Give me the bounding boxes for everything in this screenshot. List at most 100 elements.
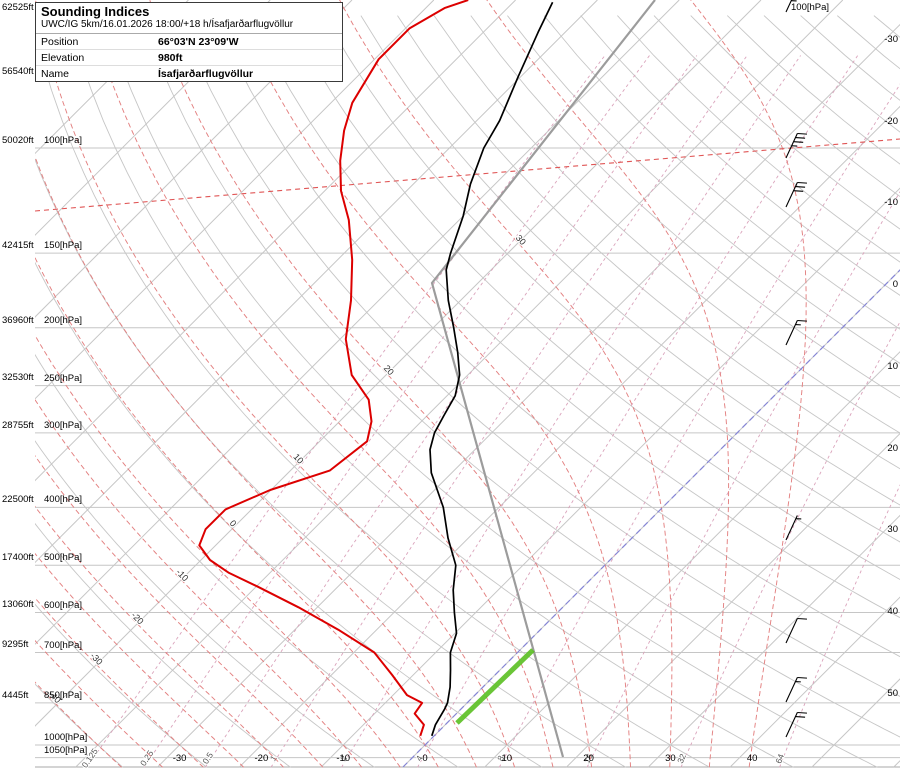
info-row: Name Ísafjarðarflugvöllur bbox=[36, 66, 342, 81]
moist-adiabat-line bbox=[35, 552, 245, 768]
isotherm-line bbox=[648, 514, 900, 768]
wind-barb-staff bbox=[785, 712, 798, 738]
mixing-ratio-label: 8 bbox=[495, 754, 506, 763]
moist-adiabat-line bbox=[149, 0, 593, 768]
isotherm-line bbox=[239, 105, 900, 768]
wind-barb-full bbox=[797, 181, 808, 184]
wind-barb-full bbox=[797, 617, 808, 620]
mixing-ratio-line bbox=[270, 55, 748, 768]
moist-adiabat-label: 20 bbox=[382, 363, 396, 377]
dry-adiabat-line bbox=[35, 440, 375, 768]
temperature-curve bbox=[429, 1, 554, 737]
moist-adiabat-label: 0 bbox=[228, 518, 239, 529]
isotherm-line bbox=[35, 0, 680, 645]
wind-barb-full bbox=[797, 676, 808, 679]
isotherm-line bbox=[35, 0, 762, 727]
wind-barb bbox=[785, 319, 808, 346]
moist-adiabat-line bbox=[85, 0, 554, 768]
moist-adiabat-line bbox=[35, 334, 401, 768]
mixing-ratio-line bbox=[498, 83, 900, 768]
isotherm-line bbox=[35, 0, 598, 564]
wind-barb bbox=[785, 181, 808, 208]
wind-barb-full bbox=[795, 716, 806, 718]
moist-adiabat-line bbox=[35, 256, 439, 768]
mixing-ratio-label: 1 bbox=[268, 753, 279, 763]
moist-adiabat-line bbox=[35, 639, 164, 768]
mixing-ratio-line bbox=[586, 191, 900, 768]
dry-adiabat-line bbox=[763, 15, 900, 133]
wind-barb bbox=[785, 0, 797, 13]
moist-adiabat-line bbox=[35, 398, 363, 768]
dry-adiabat-line bbox=[800, 15, 900, 101]
info-row-value: Ísafjarðarflugvöllur bbox=[158, 67, 254, 80]
dry-adiabat-line bbox=[213, 15, 900, 658]
isotherm-line bbox=[893, 760, 900, 768]
info-title: Sounding Indices bbox=[41, 4, 150, 19]
dry-adiabat-line bbox=[177, 15, 900, 697]
isotherm-line bbox=[35, 0, 516, 482]
info-row-label: Position bbox=[41, 35, 79, 48]
zero-isotherm-line bbox=[402, 269, 900, 768]
mixing-ratio-label: 16 bbox=[582, 752, 595, 765]
dry-adiabat-line bbox=[67, 15, 794, 768]
wind-barb bbox=[785, 132, 808, 159]
isotherm-line bbox=[484, 351, 900, 768]
wind-barb bbox=[785, 711, 808, 738]
mixing-ratio-label: 64 bbox=[773, 752, 786, 765]
moist-adiabat-line bbox=[35, 681, 123, 768]
dry-adiabat-line bbox=[35, 522, 291, 768]
info-row-label: Elevation bbox=[41, 51, 85, 64]
moist-adiabat-line bbox=[35, 0, 516, 768]
parcel-line bbox=[430, 0, 656, 758]
wind-barb bbox=[785, 617, 808, 644]
moist-adiabat-line bbox=[339, 0, 673, 768]
dry-adiabat-line bbox=[580, 15, 900, 296]
dry-adiabat-line bbox=[323, 15, 900, 543]
dry-adiabat-line bbox=[433, 15, 900, 434]
isotherm-line bbox=[35, 0, 271, 236]
isotherm-line bbox=[320, 187, 900, 768]
sounding-info-box: Sounding Indices UWC/IG 5km/16.01.2026 1… bbox=[35, 2, 343, 82]
dry-adiabat-line bbox=[360, 15, 900, 506]
mixing-ratio-line bbox=[143, 55, 650, 768]
info-row-label: Name bbox=[41, 67, 70, 80]
dry-adiabat-line bbox=[35, 603, 208, 768]
wind-barb-staff bbox=[785, 515, 798, 541]
wind-barb-full bbox=[793, 190, 804, 192]
info-row: Position 66°03'N 23°09'W bbox=[36, 34, 342, 50]
mixing-ratio-line bbox=[417, 55, 859, 768]
moist-adiabat-line bbox=[35, 505, 285, 768]
moist-adiabat-label: 10 bbox=[291, 452, 305, 466]
moist-adiabat-line bbox=[690, 0, 807, 768]
dry-adiabat-line bbox=[470, 15, 900, 399]
info-row-value: 66°03'N 23°09'W bbox=[158, 35, 239, 48]
moist-adiabat-line bbox=[35, 455, 324, 768]
wind-barb-full bbox=[793, 141, 804, 143]
mixing-ratio-line bbox=[779, 484, 900, 768]
isotherm-line bbox=[729, 596, 900, 768]
dry-adiabat-line bbox=[690, 15, 900, 198]
isotherm-line bbox=[35, 0, 435, 400]
wind-barb bbox=[785, 676, 808, 703]
moist-adiabat-line bbox=[486, 0, 730, 768]
isotherm-line bbox=[35, 0, 189, 155]
moist-adiabat-label: -30 bbox=[88, 651, 104, 667]
dry-adiabat-line bbox=[35, 683, 124, 768]
green-marker-line bbox=[455, 648, 535, 725]
isotherm-line bbox=[35, 0, 353, 318]
red-dashed-reference-line bbox=[35, 138, 900, 212]
moist-adiabat-label: -10 bbox=[174, 567, 190, 583]
wind-barb-full bbox=[797, 319, 808, 322]
wind-barb-full bbox=[797, 711, 808, 714]
wind-barb-full bbox=[795, 186, 806, 188]
info-subtitle: UWC/IG 5km/16.01.2026 18:00/+18 h/Ísafja… bbox=[36, 19, 342, 34]
dry-adiabat-line bbox=[287, 15, 900, 580]
wind-barb-full bbox=[795, 137, 806, 139]
wind-barb-staff bbox=[785, 618, 798, 644]
dry-adiabat-line bbox=[140, 15, 900, 738]
dry-adiabat-line bbox=[837, 15, 900, 70]
dry-adiabat-line bbox=[726, 15, 900, 165]
